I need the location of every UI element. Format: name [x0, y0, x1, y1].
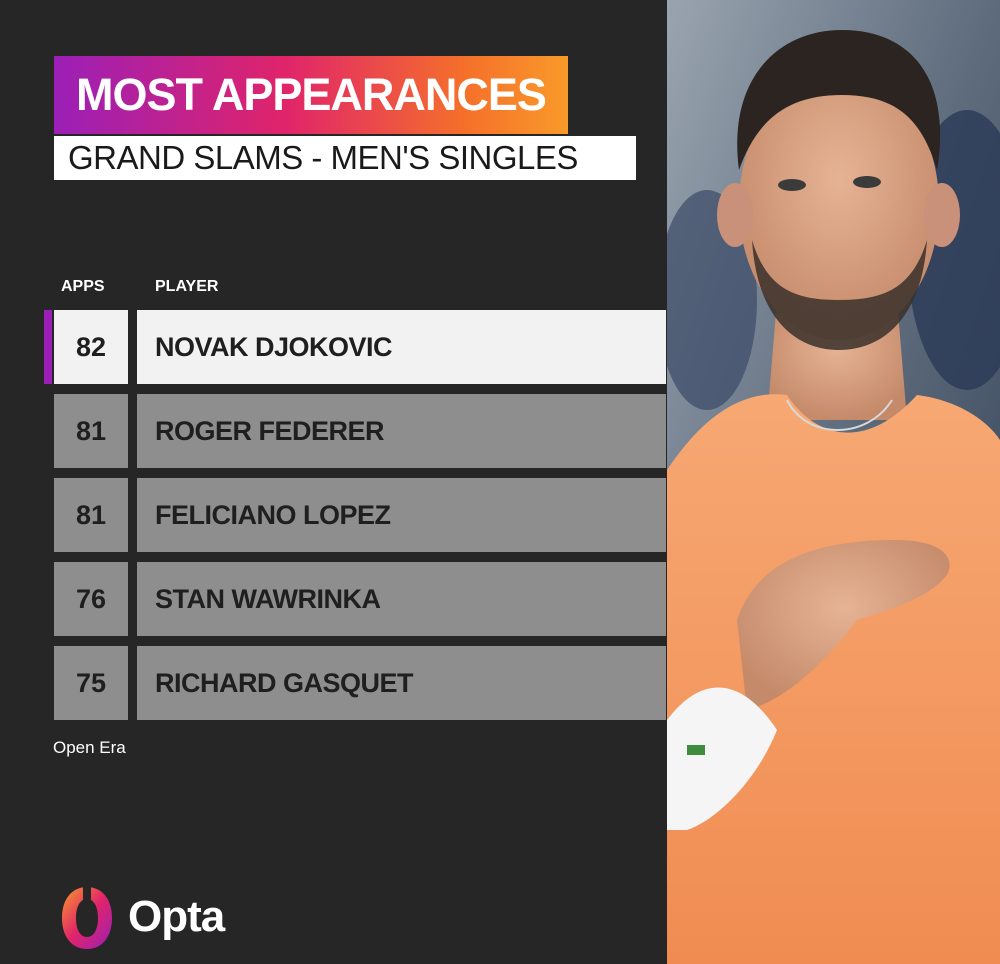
footnote: Open Era — [53, 738, 126, 757]
page-subtitle: GRAND SLAMS - MEN'S SINGLES — [68, 139, 578, 176]
player-name: FELICIANO LOPEZ — [155, 499, 391, 530]
apps-value: 75 — [54, 646, 128, 720]
player-name-cell: NOVAK DJOKOVIC — [137, 310, 666, 384]
apps-value: 81 — [54, 394, 128, 468]
player-photo-icon — [667, 0, 1000, 964]
table-row: 81 FELICIANO LOPEZ — [54, 478, 666, 552]
player-name: NOVAK DJOKOVIC — [155, 331, 393, 362]
infographic-panel: MOST APPEARANCES GRAND SLAMS - MEN'S SIN… — [44, 56, 666, 949]
opta-logo-icon — [62, 885, 112, 949]
apps-value: 82 — [54, 310, 128, 384]
player-name-cell: STAN WAWRINKA — [137, 562, 666, 636]
player-name-cell: FELICIANO LOPEZ — [137, 478, 666, 552]
table-row: 82 NOVAK DJOKOVIC — [54, 310, 666, 384]
column-header-player: PLAYER — [155, 278, 219, 295]
player-name-cell: ROGER FEDERER — [137, 394, 666, 468]
player-name-cell: RICHARD GASQUET — [137, 646, 666, 720]
title-banner: MOST APPEARANCES — [54, 56, 568, 134]
page-title: MOST APPEARANCES — [76, 69, 547, 120]
apps-value: 81 — [54, 478, 128, 552]
table-row: 81 ROGER FEDERER — [54, 394, 666, 468]
table-row: 75 RICHARD GASQUET — [54, 646, 666, 720]
player-name: ROGER FEDERER — [155, 415, 385, 446]
opta-brand-name: Opta — [128, 892, 225, 941]
table-row: 76 STAN WAWRINKA — [54, 562, 666, 636]
column-header-apps: APPS — [61, 278, 105, 295]
player-name: STAN WAWRINKA — [155, 583, 381, 614]
player-photo — [667, 0, 1000, 964]
player-name: RICHARD GASQUET — [155, 667, 414, 698]
subtitle-banner: GRAND SLAMS - MEN'S SINGLES — [54, 136, 636, 180]
highlight-accent-bar — [44, 310, 52, 384]
apps-value: 76 — [54, 562, 128, 636]
